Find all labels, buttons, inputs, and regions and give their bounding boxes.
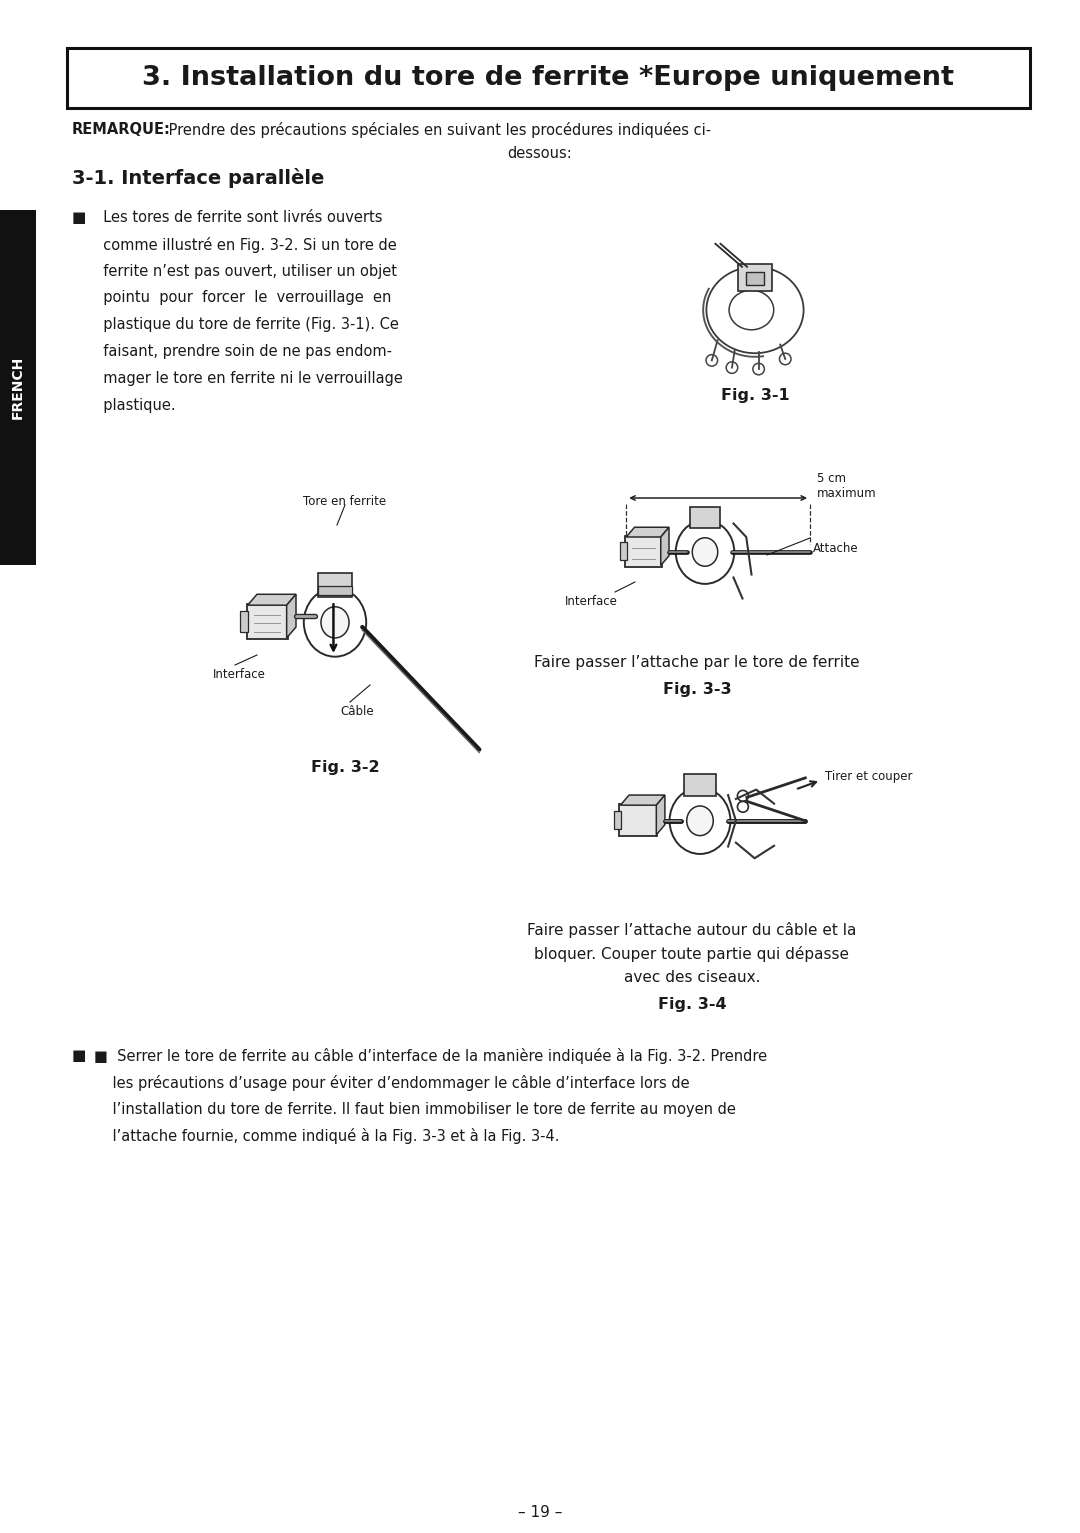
Text: ferrite n’est pas ouvert, utiliser un objet: ferrite n’est pas ouvert, utiliser un ob… bbox=[94, 264, 397, 279]
Bar bbox=[745, 271, 765, 285]
Text: Interface: Interface bbox=[565, 595, 618, 609]
Text: faisant, prendre soin de ne pas endom-: faisant, prendre soin de ne pas endom- bbox=[94, 343, 392, 359]
Text: Tore en ferrite: Tore en ferrite bbox=[303, 495, 387, 507]
FancyBboxPatch shape bbox=[685, 774, 716, 796]
Bar bbox=[67, 48, 1030, 107]
Bar bbox=[615, 811, 621, 829]
Text: Les tores de ferrite sont livrés ouverts: Les tores de ferrite sont livrés ouverts bbox=[94, 210, 382, 225]
Ellipse shape bbox=[692, 538, 718, 566]
Bar bbox=[0, 210, 36, 566]
Polygon shape bbox=[661, 527, 669, 566]
FancyBboxPatch shape bbox=[690, 507, 720, 529]
FancyBboxPatch shape bbox=[246, 604, 287, 639]
FancyBboxPatch shape bbox=[319, 586, 352, 595]
Text: – 19 –: – 19 – bbox=[517, 1505, 563, 1521]
Text: Fig. 3-1: Fig. 3-1 bbox=[720, 388, 789, 403]
Text: bloquer. Couper toute partie qui dépasse: bloquer. Couper toute partie qui dépasse bbox=[535, 946, 850, 963]
Text: Câble: Câble bbox=[340, 705, 374, 717]
Text: 5 cm
maximum: 5 cm maximum bbox=[816, 472, 877, 500]
Text: 3. Installation du tore de ferrite *Europe uniquement: 3. Installation du tore de ferrite *Euro… bbox=[143, 64, 955, 90]
Polygon shape bbox=[626, 527, 669, 537]
Text: Prendre des précautions spéciales en suivant les procédures indiquées ci-: Prendre des précautions spéciales en sui… bbox=[164, 123, 711, 138]
Text: Fig. 3-4: Fig. 3-4 bbox=[658, 996, 727, 1012]
Text: dessous:: dessous: bbox=[508, 146, 572, 161]
Text: avec des ciseaux.: avec des ciseaux. bbox=[624, 970, 760, 986]
FancyBboxPatch shape bbox=[319, 573, 352, 596]
Ellipse shape bbox=[321, 607, 349, 638]
Text: les précautions d’usage pour éviter d’endommager le câble d’interface lors de: les précautions d’usage pour éviter d’en… bbox=[94, 1075, 690, 1091]
Text: 3-1. Interface parallèle: 3-1. Interface parallèle bbox=[72, 169, 324, 189]
Polygon shape bbox=[247, 595, 296, 606]
FancyBboxPatch shape bbox=[620, 805, 658, 835]
Text: l’installation du tore de ferrite. Il faut bien immobiliser le tore de ferrite a: l’installation du tore de ferrite. Il fa… bbox=[94, 1102, 735, 1116]
Text: REMARQUE:: REMARQUE: bbox=[72, 123, 171, 136]
Ellipse shape bbox=[687, 806, 713, 835]
Text: Interface: Interface bbox=[213, 668, 266, 681]
Polygon shape bbox=[286, 595, 296, 638]
FancyBboxPatch shape bbox=[738, 264, 772, 291]
Text: mager le tore en ferrite ni le verrouillage: mager le tore en ferrite ni le verrouill… bbox=[94, 371, 403, 386]
Polygon shape bbox=[620, 796, 665, 805]
Text: ■: ■ bbox=[72, 210, 86, 225]
Text: Attache: Attache bbox=[813, 543, 859, 555]
FancyBboxPatch shape bbox=[625, 537, 662, 567]
Bar bbox=[620, 543, 627, 560]
Text: ■  Serrer le tore de ferrite au câble d’interface de la manière indiquée à la Fi: ■ Serrer le tore de ferrite au câble d’i… bbox=[94, 1049, 767, 1064]
Text: l’attache fournie, comme indiqué à la Fig. 3-3 et à la Fig. 3-4.: l’attache fournie, comme indiqué à la Fi… bbox=[94, 1128, 559, 1145]
Text: Faire passer l’attache par le tore de ferrite: Faire passer l’attache par le tore de fe… bbox=[535, 655, 860, 670]
Polygon shape bbox=[657, 796, 665, 835]
Text: Fig. 3-3: Fig. 3-3 bbox=[663, 682, 731, 698]
Text: ■: ■ bbox=[72, 1049, 86, 1062]
Text: Faire passer l’attache autour du câble et la: Faire passer l’attache autour du câble e… bbox=[527, 921, 856, 938]
Text: comme illustré en Fig. 3-2. Si un tore de: comme illustré en Fig. 3-2. Si un tore d… bbox=[94, 236, 396, 253]
Text: Tirer et couper: Tirer et couper bbox=[825, 770, 913, 783]
Text: pointu  pour  forcer  le  verrouillage  en: pointu pour forcer le verrouillage en bbox=[94, 290, 391, 305]
Text: plastique.: plastique. bbox=[94, 397, 176, 412]
Bar bbox=[240, 612, 247, 632]
Text: Fig. 3-2: Fig. 3-2 bbox=[311, 760, 379, 776]
Text: plastique du tore de ferrite (Fig. 3-1). Ce: plastique du tore de ferrite (Fig. 3-1).… bbox=[94, 317, 399, 333]
Text: FRENCH: FRENCH bbox=[11, 356, 25, 419]
